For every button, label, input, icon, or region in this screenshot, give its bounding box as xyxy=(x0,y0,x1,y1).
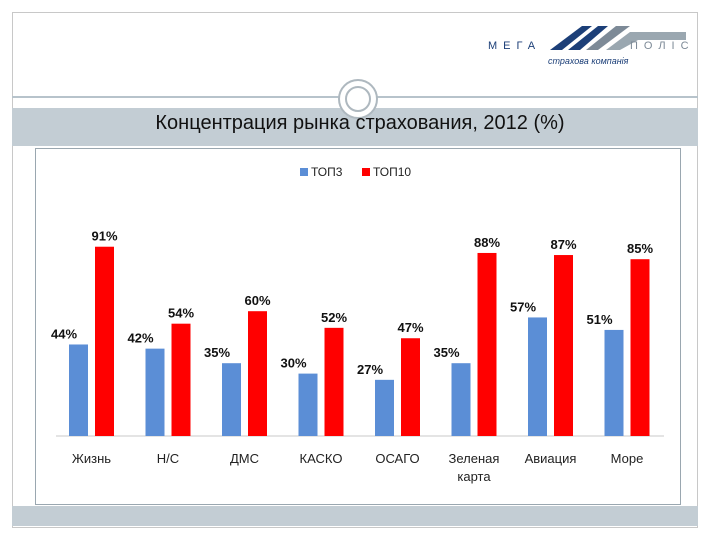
bar-top10-dms xyxy=(248,311,267,436)
legend-swatch-top3 xyxy=(300,168,308,176)
footer-band xyxy=(12,506,698,526)
chart-area: ТОП3 ТОП10 44% 91% 42% 54% 35% 60% 30% 52% 27% 47… xyxy=(35,148,681,505)
page-title: Концентрация рынка страхования, 2012 (%) xyxy=(155,112,565,134)
logo-subtitle: страхова компанія xyxy=(548,56,629,66)
legend-swatch-top10 xyxy=(362,168,370,176)
bar-top3-osago xyxy=(375,379,394,436)
bar-top10-kasko xyxy=(324,327,344,436)
category-label-aviatsiya: Авиация xyxy=(525,451,577,466)
legend-label-top10: ТОП10 xyxy=(373,165,411,179)
bar-top3-more xyxy=(604,329,624,436)
logo-left-word: МЕГА xyxy=(488,40,542,52)
bar-top10-zhizn xyxy=(95,246,114,436)
bar-top10-more xyxy=(630,259,650,436)
category-labels-group: Жизнь Н/С ДМС КАСКО ОСАГО Зеленая карта Авиация… xyxy=(72,451,643,484)
bar-top3-dms xyxy=(222,363,241,436)
data-label-top10-kasko: 52% xyxy=(321,310,347,325)
data-label-top10-more: 85% xyxy=(627,241,653,256)
ring-ornament xyxy=(338,79,378,119)
category-label-zhizn: Жизнь xyxy=(72,451,111,466)
bar-top3-zelenaya-karta xyxy=(451,363,471,436)
data-label-top3-zelenaya-karta: 35% xyxy=(433,345,459,360)
bar-top10-ns xyxy=(171,323,191,436)
legend-label-top3: ТОП3 xyxy=(311,165,343,179)
data-label-top3-more: 51% xyxy=(586,312,612,327)
bar-top3-ns xyxy=(145,348,165,436)
data-label-top10-aviatsiya: 87% xyxy=(550,237,576,252)
category-label-ns: Н/С xyxy=(157,451,179,466)
data-label-top10-osago: 47% xyxy=(397,320,423,335)
data-label-top10-dms: 60% xyxy=(244,293,270,308)
category-label-more: Море xyxy=(611,451,644,466)
data-label-top3-kasko: 30% xyxy=(280,356,306,371)
company-logo: МЕГА ПОЛІС страхова компанія xyxy=(480,18,690,68)
bar-top10-osago xyxy=(401,338,420,436)
bar-top3-zhizn xyxy=(69,344,88,436)
data-label-top3-osago: 27% xyxy=(357,362,383,377)
bar-top10-aviatsiya xyxy=(554,255,573,436)
bar-chart: ТОП3 ТОП10 44% 91% 42% 54% 35% 60% 30% 52% 27% 47… xyxy=(51,165,664,484)
bar-top3-aviatsiya xyxy=(528,317,547,436)
category-label-osago: ОСАГО xyxy=(375,451,419,466)
category-label-kasko: КАСКО xyxy=(300,451,343,466)
data-label-top10-zelenaya-karta: 88% xyxy=(474,235,500,250)
data-label-top10-zhizn: 91% xyxy=(91,229,117,244)
bar-top3-kasko xyxy=(298,373,318,436)
data-label-top3-dms: 35% xyxy=(204,345,230,360)
data-label-top3-ns: 42% xyxy=(127,331,153,346)
logo-right-word: ПОЛІС xyxy=(630,40,695,52)
data-label-top3-zhizn: 44% xyxy=(51,326,77,341)
legend: ТОП3 ТОП10 xyxy=(300,165,411,179)
category-label-zelenaya-karta: Зеленая карта xyxy=(449,451,500,484)
logo-mark-icon xyxy=(550,26,686,50)
category-label-dms: ДМС xyxy=(230,451,259,466)
data-label-top3-aviatsiya: 57% xyxy=(510,299,536,314)
data-label-top10-ns: 54% xyxy=(168,306,194,321)
bar-top10-zelenaya-karta xyxy=(477,252,497,436)
bars-group: 44% 91% 42% 54% 35% 60% 30% 52% 27% 47% 35% 88% 57% 8… xyxy=(51,229,653,436)
